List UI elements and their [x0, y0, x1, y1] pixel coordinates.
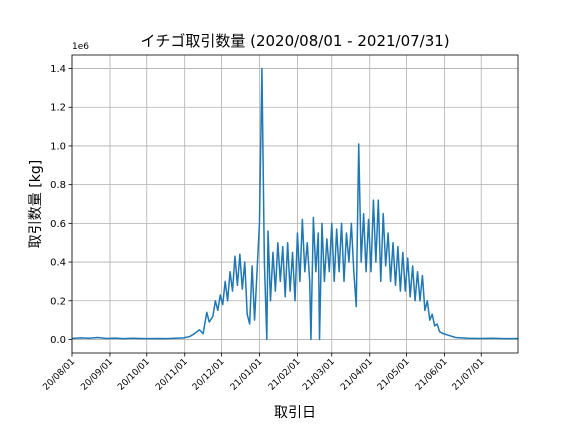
y-tick-label: 0.4 [50, 258, 66, 269]
y-tick-label: 0.8 [50, 180, 66, 191]
plot-frame [71, 54, 519, 354]
x-tick-label: 21/05/01 [376, 357, 412, 393]
y-offset-label: 1e6 [72, 42, 89, 52]
y-tick-label: 0.2 [50, 296, 66, 307]
y-tick-label: 0.6 [50, 219, 66, 230]
data-line [71, 67, 519, 341]
x-tick-label: 21/06/01 [414, 357, 450, 393]
x-tick-label: 21/02/01 [267, 357, 303, 393]
y-tick-label: 0.0 [50, 335, 66, 346]
y-tick-label: 1.2 [50, 103, 66, 114]
x-tick-label: 21/04/01 [339, 357, 375, 393]
x-tick-label: 20/08/01 [41, 357, 77, 393]
y-tick-label: 1.4 [50, 64, 66, 75]
y-axis-label: 取引数量 [kg] [28, 160, 44, 248]
x-tick-label: 20/09/01 [79, 357, 115, 393]
x-tick-label: 21/03/01 [301, 357, 337, 393]
x-tick-label: 21/07/01 [451, 357, 487, 393]
chart-title: イチゴ取引数量 (2020/08/01 - 2021/07/31) [140, 32, 449, 50]
x-axis-label: 取引日 [274, 405, 316, 421]
x-tick-label: 21/01/01 [229, 357, 265, 393]
x-tick-label: 20/11/01 [154, 357, 190, 393]
y-tick-label: 1.0 [50, 141, 66, 152]
x-tick-label: 20/10/01 [116, 357, 152, 393]
x-tick-label: 20/12/01 [191, 357, 227, 393]
